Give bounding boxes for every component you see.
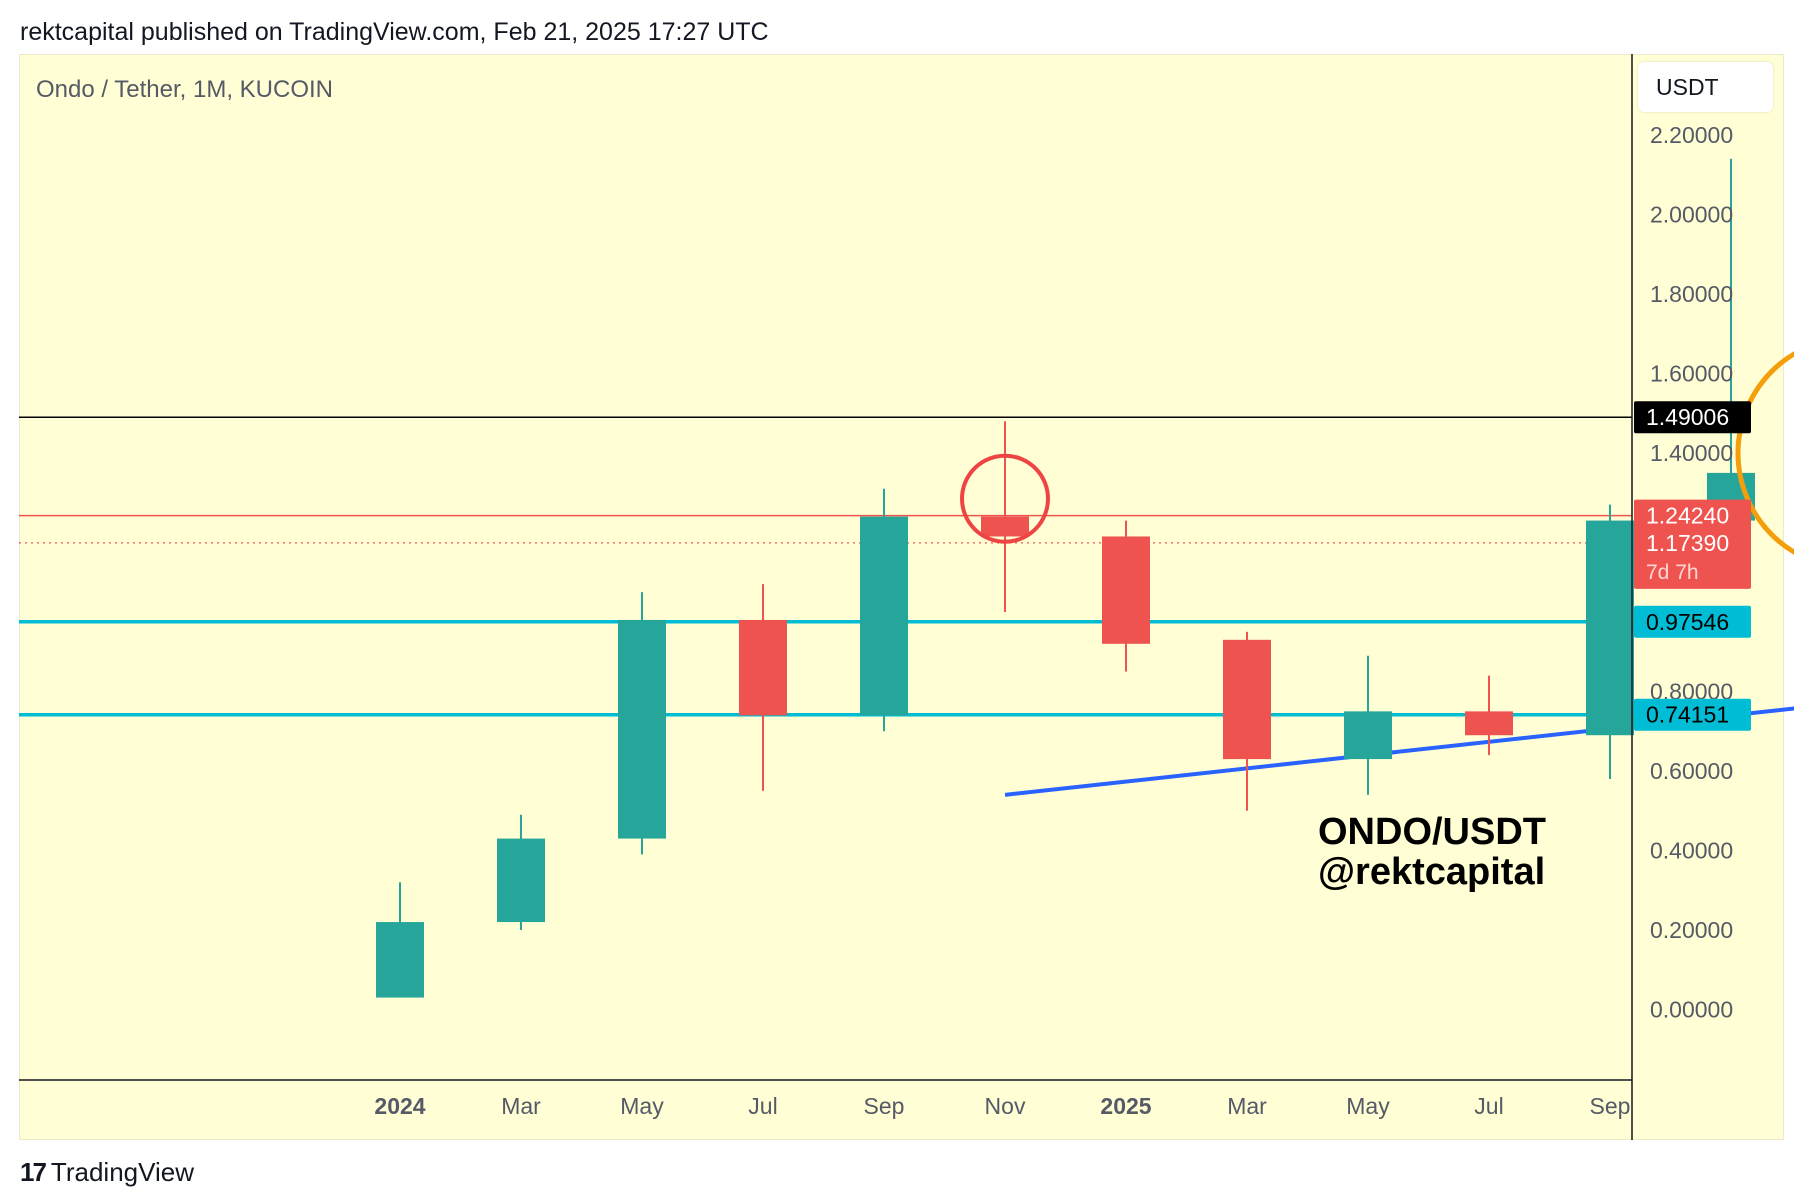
publish-info: rektcapital published on TradingView.com… (20, 18, 769, 46)
price-label-1.24240: 1.24240 (1634, 499, 1751, 532)
x-tick: Mar (1227, 1093, 1267, 1119)
price-label-text: 1.24240 (1646, 503, 1729, 529)
symbol-label[interactable]: Ondo / Tether, 1M, KUCOIN (36, 76, 334, 103)
price-label-bg (1634, 605, 1751, 638)
orange-highlight-circle (1735, 351, 1794, 555)
highlight-circles (960, 351, 1794, 555)
candle-body (739, 619, 787, 716)
price-label-text: 1.17390 (1646, 530, 1729, 556)
x-tick: Sep (1590, 1093, 1631, 1119)
candle-2024-11 (1586, 504, 1634, 779)
candle-body (376, 922, 424, 998)
candle-body (860, 516, 908, 716)
candle-body (1223, 639, 1271, 760)
red-highlight-circle (960, 453, 1050, 544)
price-label-bg (1634, 526, 1751, 589)
y-tick: 2.20000 (1650, 122, 1733, 148)
y-tick: 1.60000 (1650, 361, 1733, 387)
candle-2024-06 (981, 421, 1029, 612)
price-levels (19, 416, 1632, 717)
price-label-1.17390: 1.17390 7d 7h (1634, 526, 1751, 589)
candle-2024-05 (860, 488, 908, 732)
watermark-author: @rektcapital (1318, 851, 1546, 893)
y-tick: 1.40000 (1650, 440, 1733, 466)
candle-2024-08 (1223, 631, 1271, 811)
candles (376, 158, 1755, 998)
candle-2024-07 (1102, 520, 1150, 672)
x-tick: Jul (1474, 1093, 1503, 1119)
x-tick: May (1346, 1093, 1390, 1119)
candle-2024-10 (1465, 675, 1513, 756)
candle-body (618, 619, 666, 839)
countdown-label: 7d 7h (1646, 561, 1699, 584)
tradingview-logo[interactable]: 17 TradingView (20, 1157, 194, 1188)
x-tick: 2024 (374, 1093, 425, 1119)
candle-body (1586, 520, 1634, 736)
x-tick: Nov (985, 1093, 1026, 1119)
candle-2024-03 (618, 592, 666, 855)
candle-2024-02 (497, 814, 545, 930)
price-label-bg (1634, 698, 1751, 731)
x-tick: 2025 (1100, 1093, 1151, 1119)
price-label-1.49006: 1.49006 (1634, 401, 1751, 434)
x-tick: Sep (864, 1093, 905, 1119)
price-label-bg (1634, 499, 1751, 532)
y-tick: 0.60000 (1650, 758, 1733, 784)
price-label-text: 0.74151 (1646, 702, 1729, 728)
price-label-0.97546: 0.97546 (1634, 605, 1751, 638)
candle-2024-04 (739, 584, 787, 791)
candle-body (1102, 536, 1150, 644)
watermark-pair: ONDO/USDT (1318, 811, 1546, 853)
candle-2024-01 (376, 882, 424, 998)
price-label-0.74151: 0.74151 (1634, 698, 1751, 731)
y-tick: 1.80000 (1650, 281, 1733, 307)
candle-body (981, 516, 1029, 537)
candle-body (497, 838, 545, 923)
tradingview-logo-text: TradingView (50, 1157, 194, 1187)
y-tick: 2.00000 (1650, 202, 1733, 228)
y-tick: 0.40000 (1650, 838, 1733, 864)
x-tick: May (620, 1093, 664, 1119)
watermark: ONDO/USDT @rektcapital (1318, 812, 1546, 892)
x-tick: Jul (748, 1093, 777, 1119)
y-tick: 0.20000 (1650, 917, 1733, 943)
currency-selector[interactable]: USDT (1638, 62, 1773, 112)
price-label-bg (1634, 401, 1751, 434)
candle-2024-09 (1344, 655, 1392, 795)
price-label-text: 0.97546 (1646, 609, 1729, 635)
y-tick: 0.00000 (1650, 997, 1733, 1023)
candle-body (1465, 711, 1513, 736)
candle-body (1344, 711, 1392, 760)
price-label-text: 1.49006 (1646, 404, 1729, 430)
tradingview-logo-icon: 17 (20, 1157, 47, 1187)
x-tick: Mar (501, 1093, 541, 1119)
